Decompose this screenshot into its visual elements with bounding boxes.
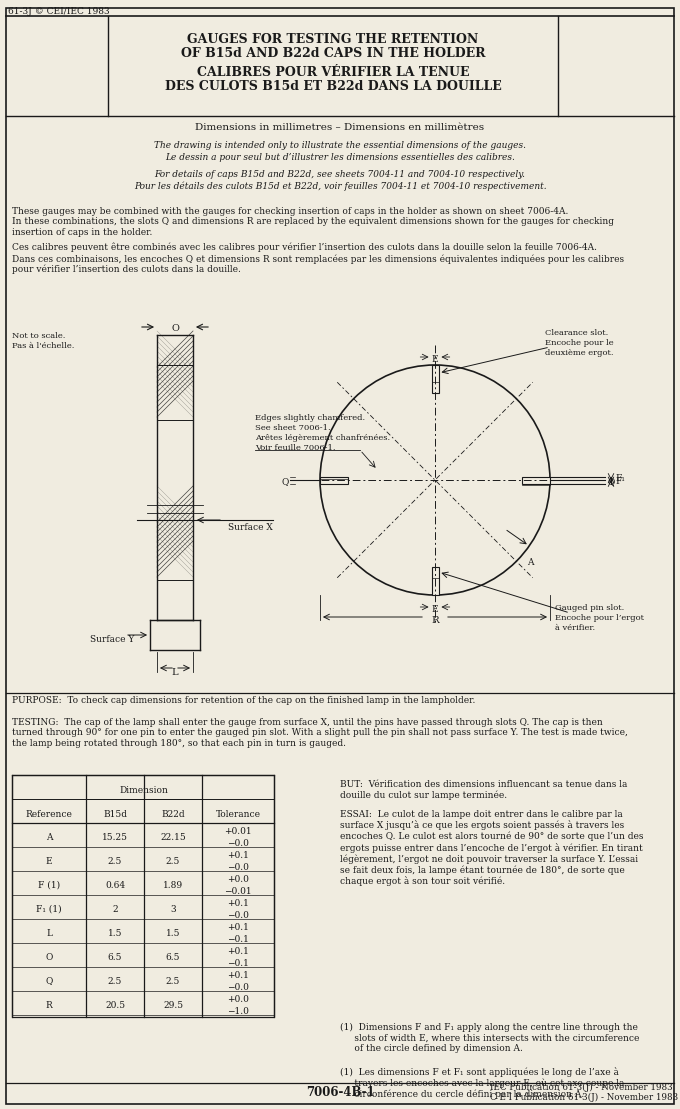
- Text: A: A: [46, 833, 52, 842]
- Text: CALIBRES POUR VÉRIFIER LA TENUE: CALIBRES POUR VÉRIFIER LA TENUE: [197, 67, 469, 79]
- Text: BUT:  Vérification des dimensions influencant sa tenue dans la
douille du culot : BUT: Vérification des dimensions influen…: [340, 780, 628, 800]
- Text: F₁ (1): F₁ (1): [36, 905, 62, 914]
- Text: 20.5: 20.5: [105, 1000, 125, 1009]
- Text: −0.1: −0.1: [227, 958, 249, 967]
- Text: PURPOSE:  To check cap dimensions for retention of the cap on the finished lamp : PURPOSE: To check cap dimensions for ret…: [12, 696, 475, 705]
- Text: Ces calibres peuvent être combinés avec les calibres pour vérifier l’insertion d: Ces calibres peuvent être combinés avec …: [12, 243, 624, 275]
- Text: ESSAI:  Le culot de la lampe doit entrer dans le calibre par la
surface X jusqu’: ESSAI: Le culot de la lampe doit entrer …: [340, 810, 643, 886]
- Text: +0.0: +0.0: [227, 875, 249, 885]
- Bar: [522, 477, 550, 484]
- Text: B15d: B15d: [103, 810, 127, 820]
- Text: 3: 3: [170, 905, 176, 914]
- Text: The drawing is intended only to illustrate the essential dimensions of the gauge: The drawing is intended only to illustra…: [154, 141, 526, 150]
- Text: Tolerance: Tolerance: [216, 810, 260, 820]
- Text: Pour les détails des culots B15d et B22d, voir feuilles 7004-11 et 7004-10 respe: Pour les détails des culots B15d et B22d…: [134, 182, 546, 191]
- Text: GAUGES FOR TESTING THE RETENTION: GAUGES FOR TESTING THE RETENTION: [188, 33, 479, 45]
- Text: 29.5: 29.5: [163, 1000, 183, 1009]
- Text: Not to scale.: Not to scale.: [12, 332, 65, 340]
- Text: Q: Q: [46, 977, 52, 986]
- Text: 15.25: 15.25: [102, 833, 128, 842]
- Text: R: R: [46, 1000, 52, 1009]
- Bar: [12, 775, 274, 1017]
- Text: F₁: F₁: [615, 474, 625, 482]
- Text: DES CULOTS B15d ET B22d DANS LA DOUILLE: DES CULOTS B15d ET B22d DANS LA DOUILLE: [165, 80, 501, 93]
- Text: 2.5: 2.5: [108, 977, 122, 986]
- Text: +0.0: +0.0: [227, 996, 249, 1005]
- Text: 2.5: 2.5: [108, 856, 122, 865]
- Text: E: E: [46, 856, 52, 865]
- Text: Encoche pour l’ergot: Encoche pour l’ergot: [555, 614, 644, 622]
- Text: IEC Publication 61-3(J) - November 1983: IEC Publication 61-3(J) - November 1983: [490, 1082, 673, 1092]
- Text: −0.0: −0.0: [227, 838, 249, 847]
- Text: −0.0: −0.0: [227, 863, 249, 872]
- Text: 2: 2: [112, 905, 118, 914]
- Text: Pas à l'échelle.: Pas à l'échelle.: [12, 342, 74, 350]
- Text: −0.0: −0.0: [227, 983, 249, 991]
- Text: 2.5: 2.5: [166, 856, 180, 865]
- Text: 6.5: 6.5: [107, 953, 122, 962]
- Text: Le dessin a pour seul but d’illustrer les dimensions essentielles des calibres.: Le dessin a pour seul but d’illustrer le…: [165, 153, 515, 162]
- Text: F: F: [615, 477, 622, 486]
- Text: −1.0: −1.0: [227, 1007, 249, 1016]
- Text: Voir feuille 7006-1.: Voir feuille 7006-1.: [255, 444, 335, 452]
- Text: +0.1: +0.1: [227, 971, 249, 980]
- Text: See sheet 7006-1.: See sheet 7006-1.: [255, 424, 330, 433]
- Text: Encoche pour le: Encoche pour le: [545, 339, 613, 347]
- Text: à vérifier.: à vérifier.: [555, 624, 595, 632]
- Text: E: E: [432, 606, 439, 614]
- Text: −0.01: −0.01: [224, 886, 252, 895]
- Text: 7006-4B-1: 7006-4B-1: [306, 1086, 374, 1099]
- Text: (1)  Les dimensions F et F₁ sont appliquées le long de l’axe à
     travers les : (1) Les dimensions F et F₁ sont appliqué…: [340, 1067, 624, 1099]
- Text: Dimension: Dimension: [120, 786, 169, 795]
- Text: 1.5: 1.5: [107, 928, 122, 937]
- Text: Gauged pin slot.: Gauged pin slot.: [555, 604, 624, 612]
- Text: 1.5: 1.5: [166, 928, 180, 937]
- Text: L: L: [46, 928, 52, 937]
- Text: deuxième ergot.: deuxième ergot.: [545, 349, 613, 357]
- Bar: [320, 477, 348, 484]
- Text: C E I Publication 61-3(J) - November 1983: C E I Publication 61-3(J) - November 198…: [490, 1092, 678, 1102]
- Text: L: L: [171, 668, 178, 676]
- Text: 6.5: 6.5: [166, 953, 180, 962]
- Text: OF B15d AND B22d CAPS IN THE HOLDER: OF B15d AND B22d CAPS IN THE HOLDER: [181, 47, 486, 60]
- Text: Clearance slot.: Clearance slot.: [545, 329, 608, 337]
- Text: For details of caps B15d and B22d, see sheets 7004-11 and 7004-10 respectively.: For details of caps B15d and B22d, see s…: [154, 170, 526, 179]
- Text: Reference: Reference: [26, 810, 73, 820]
- Text: F (1): F (1): [38, 881, 60, 889]
- Text: −0.1: −0.1: [227, 935, 249, 944]
- Bar: [432, 567, 439, 596]
- Text: +0.1: +0.1: [227, 947, 249, 956]
- Text: O: O: [171, 324, 179, 333]
- Text: R: R: [431, 615, 439, 625]
- Text: Surface X: Surface X: [228, 523, 273, 532]
- Text: 0.64: 0.64: [105, 881, 125, 889]
- Text: +0.01: +0.01: [224, 827, 252, 836]
- Text: +0.1: +0.1: [227, 924, 249, 933]
- Text: O: O: [46, 953, 52, 962]
- Text: 2.5: 2.5: [166, 977, 180, 986]
- Text: 1.89: 1.89: [163, 881, 183, 889]
- Text: E: E: [432, 355, 439, 364]
- Text: A: A: [527, 558, 533, 567]
- Text: (1)  Dimensions F and F₁ apply along the centre line through the
     slots of w: (1) Dimensions F and F₁ apply along the …: [340, 1022, 639, 1052]
- Text: Q: Q: [282, 478, 289, 487]
- Text: 22.15: 22.15: [160, 833, 186, 842]
- Text: Surface Y: Surface Y: [90, 634, 135, 643]
- Text: Edges slightly chamfered.: Edges slightly chamfered.: [255, 414, 365, 423]
- Text: These gauges may be combined with the gauges for checking insertion of caps in t: These gauges may be combined with the ga…: [12, 207, 614, 237]
- Text: Q: Q: [608, 478, 615, 487]
- Bar: [432, 365, 439, 393]
- Text: −0.0: −0.0: [227, 910, 249, 919]
- Text: TESTING:  The cap of the lamp shall enter the gauge from surface X, until the pi: TESTING: The cap of the lamp shall enter…: [12, 718, 628, 747]
- Text: +0.1: +0.1: [227, 899, 249, 908]
- Text: Dimensions in millimetres – Dimensions en millimètres: Dimensions in millimetres – Dimensions e…: [195, 123, 485, 132]
- Text: B22d: B22d: [161, 810, 185, 820]
- Text: 61-3J © CEI/IEC 1983: 61-3J © CEI/IEC 1983: [8, 7, 109, 16]
- Text: Arêtes légèrement chanfrénées.: Arêtes légèrement chanfrénées.: [255, 434, 390, 442]
- Text: +0.1: +0.1: [227, 852, 249, 861]
